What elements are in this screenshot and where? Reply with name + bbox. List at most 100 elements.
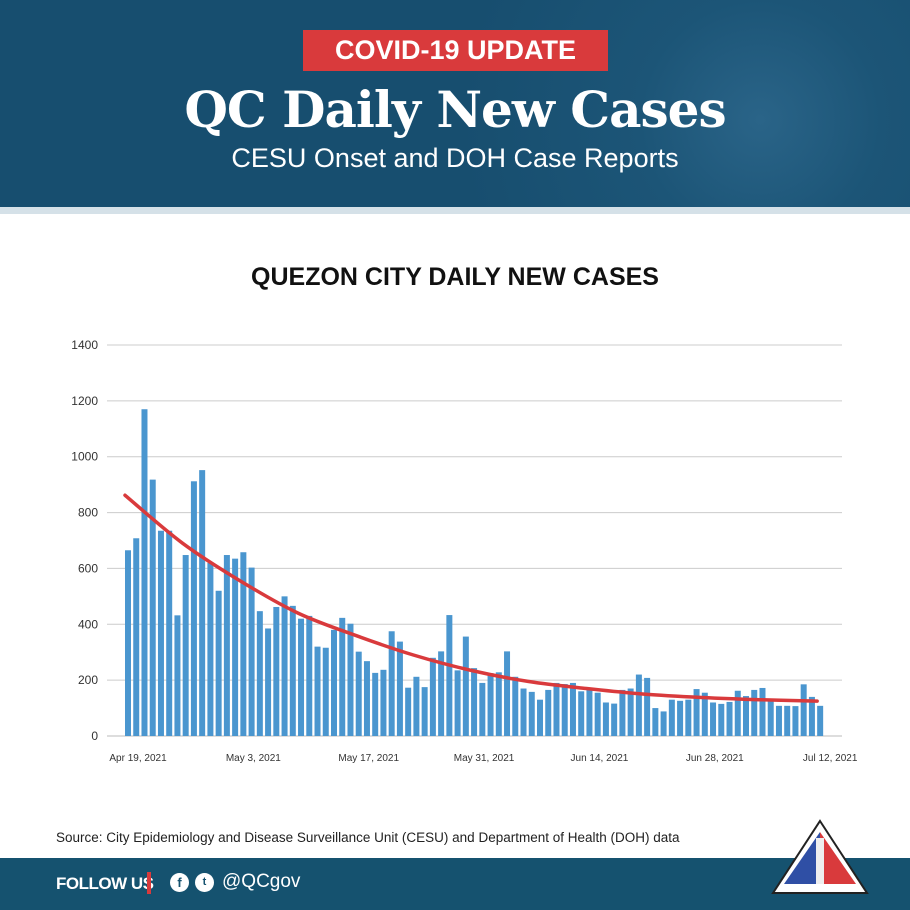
social-handle[interactable]: @QCgov <box>222 871 301 892</box>
bar <box>767 701 774 736</box>
bar <box>627 688 634 736</box>
chart-title: QUEZON CITY DAILY NEW CASES <box>251 263 659 291</box>
follow-us-label: FOLLOW US <box>56 874 154 893</box>
bar <box>710 702 717 736</box>
bar <box>487 673 494 736</box>
bar <box>619 689 626 736</box>
bar <box>808 696 815 736</box>
bar <box>734 690 741 736</box>
header-divider <box>0 207 910 214</box>
bar <box>726 701 733 736</box>
bar <box>125 550 131 736</box>
bar <box>751 689 758 736</box>
x-tick-label: May 17, 2021 <box>338 753 399 764</box>
bar <box>339 617 346 736</box>
bar <box>215 590 222 736</box>
bar <box>438 651 445 736</box>
bar <box>240 552 247 736</box>
y-tick-label: 400 <box>78 617 98 631</box>
bar <box>380 669 387 736</box>
bar <box>792 706 799 736</box>
page-subtitle: CESU Onset and DOH Case Reports <box>231 143 679 173</box>
bar <box>232 558 239 736</box>
bar <box>149 479 156 736</box>
bar <box>800 684 807 736</box>
footer-bar <box>0 858 910 910</box>
bar <box>504 651 511 736</box>
y-tick-label: 1400 <box>71 338 98 352</box>
bar <box>388 631 395 736</box>
bar <box>446 615 453 736</box>
bar <box>652 708 659 736</box>
x-tick-label: Jun 14, 2021 <box>571 753 629 764</box>
bar <box>141 409 148 736</box>
bar <box>298 618 305 736</box>
bar <box>421 687 428 736</box>
bar <box>322 647 329 736</box>
bar <box>429 657 436 736</box>
bar <box>495 672 502 736</box>
bar <box>207 562 214 736</box>
bar <box>537 699 543 736</box>
y-tick-label: 1000 <box>71 450 98 464</box>
facebook-icon[interactable]: f <box>170 873 189 892</box>
covid-update-badge: COVID-19 UPDATE <box>303 30 608 71</box>
x-tick-label: Apr 19, 2021 <box>109 753 167 764</box>
bar <box>644 677 651 736</box>
bar <box>157 530 164 736</box>
y-tick-label: 200 <box>78 673 98 687</box>
bar <box>199 470 206 736</box>
bar <box>331 629 337 736</box>
bar <box>248 567 255 736</box>
x-tick-label: May 3, 2021 <box>226 753 281 764</box>
bar <box>190 481 197 736</box>
bar <box>281 596 288 736</box>
bar <box>668 699 675 736</box>
bar <box>743 696 749 736</box>
bar <box>306 615 313 736</box>
bar <box>545 689 552 736</box>
bar <box>817 705 824 736</box>
bar <box>256 611 263 736</box>
bar <box>471 668 478 736</box>
bar <box>363 661 370 736</box>
bar <box>289 605 296 736</box>
bar <box>635 674 642 736</box>
bar <box>174 615 181 736</box>
bar <box>578 691 585 736</box>
bar <box>223 555 230 736</box>
bar <box>265 628 272 736</box>
bar <box>775 705 782 736</box>
bar <box>520 688 527 736</box>
source-note: Source: City Epidemiology and Disease Su… <box>56 830 680 845</box>
bar <box>462 636 469 736</box>
bar <box>413 676 420 736</box>
y-tick-label: 600 <box>78 561 98 575</box>
bar <box>784 705 791 736</box>
bar <box>602 702 609 736</box>
bar <box>347 623 354 736</box>
twitter-icon[interactable]: t <box>195 873 214 892</box>
x-tick-label: Jun 28, 2021 <box>686 753 744 764</box>
separator <box>147 872 151 894</box>
bar <box>718 703 725 736</box>
quezon-city-seal-logo <box>771 819 869 894</box>
x-tick-label: Jul 12, 2021 <box>803 753 858 764</box>
bar <box>594 692 601 736</box>
y-tick-label: 0 <box>91 729 98 743</box>
bar <box>611 703 618 736</box>
bar <box>586 689 593 736</box>
y-tick-label: 1200 <box>71 394 98 408</box>
bar <box>759 687 766 736</box>
bar <box>396 641 403 736</box>
bar <box>660 711 667 736</box>
bar <box>677 700 684 736</box>
bar <box>182 555 189 736</box>
bar <box>685 699 692 736</box>
bar <box>166 530 173 736</box>
bar <box>561 684 568 736</box>
bar <box>512 676 519 736</box>
bar <box>693 689 700 736</box>
trend-line <box>123 493 819 703</box>
bar <box>372 672 379 736</box>
